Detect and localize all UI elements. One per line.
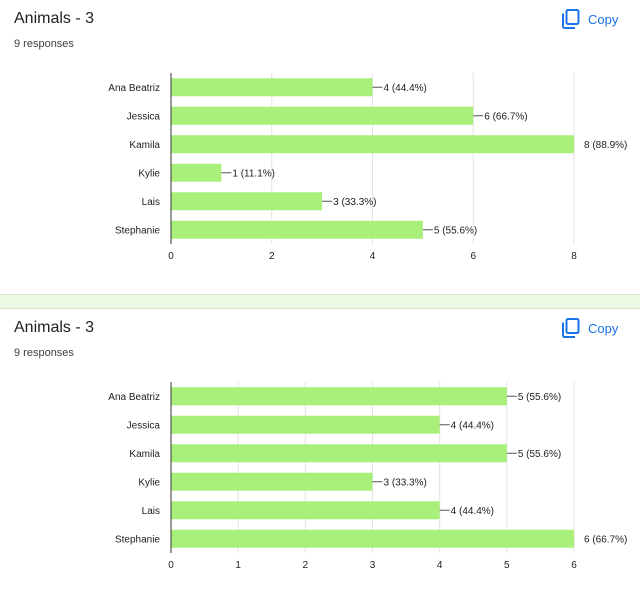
section-divider	[0, 294, 640, 309]
value-label: 3 (33.3%)	[384, 477, 427, 488]
copy-button[interactable]: Copy	[562, 315, 618, 341]
category-label: Ana Beatriz	[108, 392, 160, 403]
category-label: Kylie	[138, 477, 160, 488]
x-tick-label: 0	[168, 251, 174, 262]
copy-icon	[562, 318, 580, 338]
chart-card-2: Animals - 3 9 responses Copy 0 1 2 3 4 5 6 Ana …	[0, 309, 640, 603]
x-tick-label: 1	[235, 560, 241, 571]
bar[interactable]	[171, 501, 440, 520]
x-tick-label: 0	[168, 560, 174, 571]
copy-icon	[562, 9, 580, 29]
copy-label: Copy	[588, 11, 619, 27]
category-label: Jessica	[127, 111, 161, 122]
category-label: Stephanie	[115, 534, 160, 545]
category-label: Lais	[142, 506, 160, 517]
bar[interactable]	[171, 387, 507, 406]
bar[interactable]	[171, 415, 440, 434]
response-count: 9 responses	[14, 347, 74, 359]
bar-chart: 0 2 4 6 8 Ana Beatriz 4 (44.4%) Jessica 6 (66.7%…	[108, 73, 627, 262]
bar[interactable]	[171, 220, 423, 239]
x-tick-label: 5	[504, 560, 510, 571]
bar-chart: 0 1 2 3 4 5 6 Ana Beatriz 5 (55.6%) Jessica 4 (44.…	[108, 382, 627, 571]
copy-label: Copy	[588, 320, 619, 336]
category-label: Ana Beatriz	[108, 83, 160, 94]
x-tick-label: 8	[571, 251, 577, 262]
x-tick-label: 4	[437, 560, 443, 571]
value-label: 4 (44.4%)	[384, 83, 427, 94]
bar[interactable]	[171, 163, 222, 182]
value-label: 4 (44.4%)	[451, 506, 494, 517]
value-label: 6 (66.7%)	[584, 534, 627, 545]
card-title: Animals - 3	[14, 319, 95, 336]
chart-card-1: Animals - 3 9 responses Copy 0 2 4 6 8 Ana Be…	[0, 0, 640, 294]
bar[interactable]	[171, 135, 575, 154]
value-label: 4 (44.4%)	[451, 420, 494, 431]
value-label: 5 (55.6%)	[518, 392, 561, 403]
category-label: Stephanie	[115, 225, 160, 236]
copy-button[interactable]: Copy	[562, 6, 618, 32]
x-tick-label: 4	[370, 251, 376, 262]
card-title: Animals - 3	[14, 10, 95, 27]
x-tick-label: 6	[571, 560, 577, 571]
x-tick-label: 3	[370, 560, 376, 571]
category-label: Lais	[142, 197, 160, 208]
value-label: 5 (55.6%)	[518, 449, 561, 460]
bar[interactable]	[171, 444, 507, 463]
response-count: 9 responses	[14, 38, 74, 50]
value-label: 6 (66.7%)	[484, 111, 527, 122]
x-tick-label: 2	[303, 560, 309, 571]
bar[interactable]	[171, 192, 323, 211]
category-label: Jessica	[127, 420, 161, 431]
bar[interactable]	[171, 106, 474, 125]
bar[interactable]	[171, 472, 373, 491]
category-label: Kamila	[129, 140, 160, 151]
bar[interactable]	[171, 78, 373, 97]
x-tick-label: 6	[470, 251, 476, 262]
value-label: 5 (55.6%)	[434, 225, 477, 236]
x-tick-label: 2	[269, 251, 275, 262]
value-label: 3 (33.3%)	[333, 197, 376, 208]
category-label: Kamila	[129, 449, 160, 460]
bar[interactable]	[171, 529, 575, 548]
value-label: 1 (11.1%)	[232, 168, 275, 179]
value-label: 8 (88.9%)	[584, 140, 627, 151]
category-label: Kylie	[138, 168, 160, 179]
